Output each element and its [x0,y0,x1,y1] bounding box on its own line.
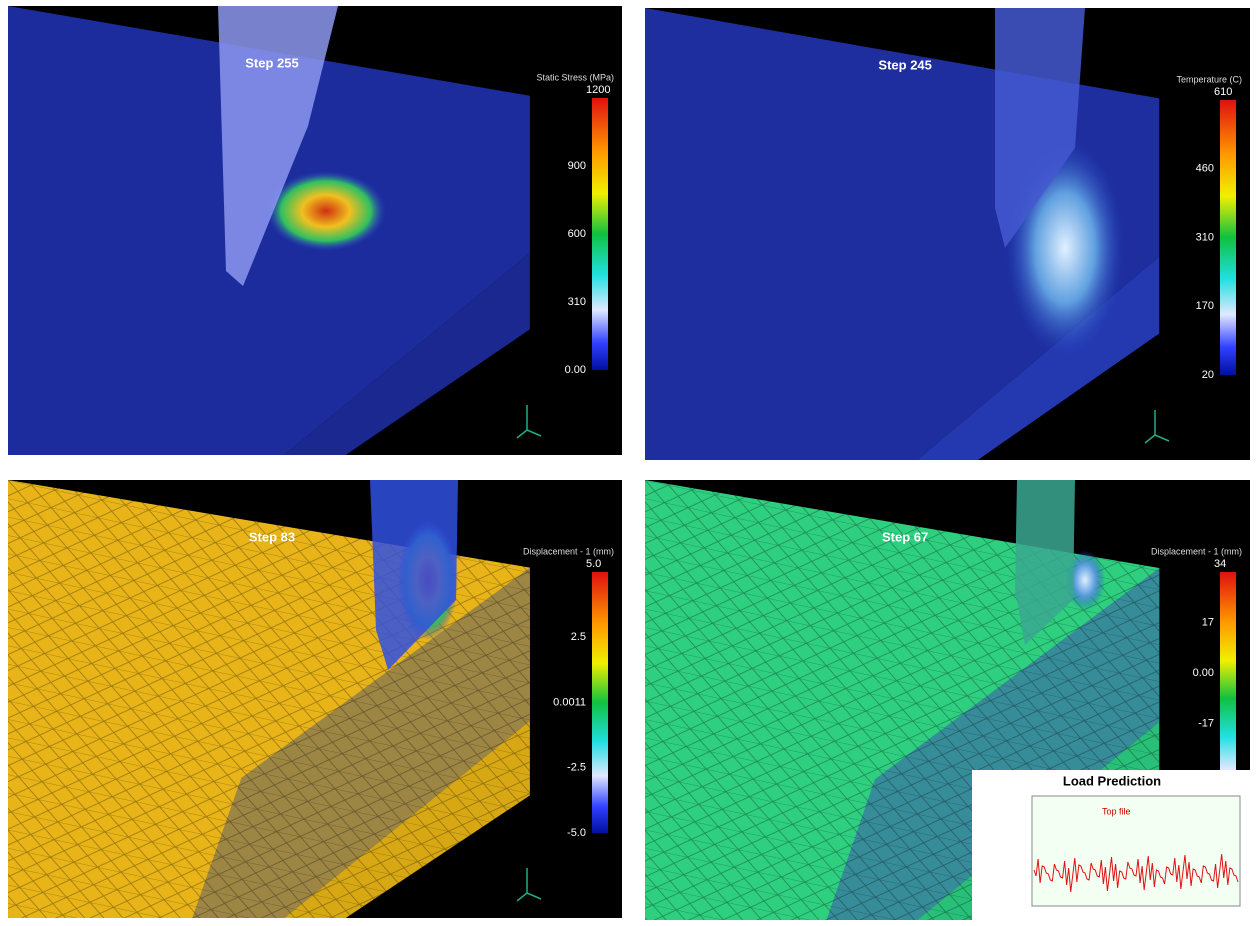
colorbar-label: 34 [1214,558,1226,570]
colorbar-label: 460 [1196,163,1214,175]
colorbar-title: Displacement - 1 (mm) [1151,546,1242,556]
sim-panel: Step 255 Static Stress (MPa) 1200 900 600 310… [8,6,622,455]
colorbar-label: 0.0011 [553,696,586,708]
step-label: Step 255 [245,55,298,70]
colorbar-label: 0.00 [565,364,586,376]
colorbar-label: 900 [568,160,586,172]
colorbar-label: 170 [1196,300,1214,312]
colorbar-title: Temperature (C) [1176,74,1242,84]
inset-plot [1032,796,1240,906]
colorbar-label: 310 [568,296,586,308]
colorbar-title: Displacement - 1 (mm) [523,546,614,556]
colorbar-label: -17 [1198,718,1214,730]
colorbar-label: 2.5 [571,631,586,643]
colorbar-label: -5.0 [567,827,586,839]
colorbar-label: 17 [1202,617,1214,629]
sim-panel: Step 245 Temperature (C) 610 460 310 170 20 [645,8,1250,460]
model [8,480,530,918]
screenshot: Step 255 Static Stress (MPa) 1200 900 600 310… [0,0,1257,926]
colorbar [1220,100,1236,375]
colorbar-label: 5.0 [586,558,601,570]
colorbar-label: 610 [1214,86,1232,98]
step-label: Step 245 [878,57,931,72]
colorbar-label: 310 [1196,231,1214,243]
colorbar [592,572,608,833]
inset-legend: Top file [1102,806,1131,816]
sim-panel: Step 67 Displacement - 1 (mm) 34 17 0.00 -17 L… [645,480,1250,920]
colorbar [592,98,608,370]
colorbar-label: -2.5 [567,762,586,774]
colorbar-label: 1200 [586,84,610,96]
step-label: Step 67 [882,529,928,544]
colorbar-label: 20 [1202,369,1214,381]
colorbar-label: 600 [568,228,586,240]
inset-title: Load Prediction [1063,773,1161,788]
step-label: Step 83 [249,529,295,544]
colorbar-label: 0.00 [1193,667,1214,679]
sim-panel: Step 83 Displacement - 1 (mm) 5.0 2.5 0.0011… [8,480,622,918]
colorbar-title: Static Stress (MPa) [536,72,614,82]
